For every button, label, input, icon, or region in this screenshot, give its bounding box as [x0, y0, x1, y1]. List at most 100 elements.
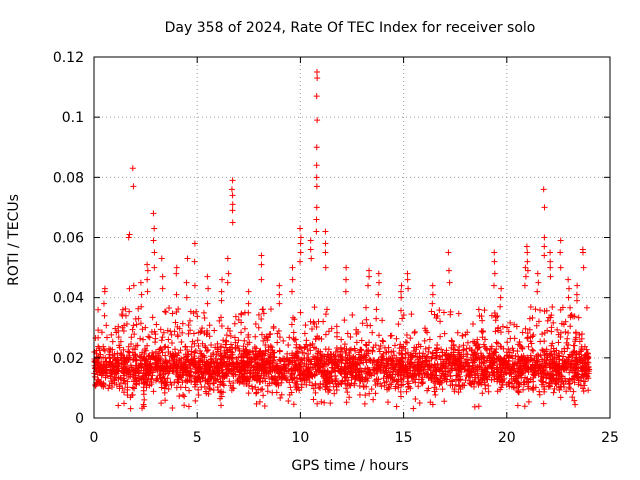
data-point [564, 345, 571, 352]
data-point [523, 243, 530, 250]
data-point [258, 276, 265, 283]
data-point [577, 348, 584, 355]
x-tick-label: 20 [498, 430, 516, 446]
data-point [363, 370, 370, 377]
data-point [547, 258, 554, 265]
data-point [196, 347, 203, 354]
data-point [323, 355, 330, 362]
data-point [395, 321, 402, 328]
data-point [307, 371, 314, 378]
data-point [178, 363, 185, 370]
data-point [424, 329, 431, 336]
data-point [149, 349, 156, 356]
data-point [377, 342, 384, 349]
data-point [518, 344, 525, 351]
data-point [165, 370, 172, 377]
data-point [529, 385, 536, 392]
data-point [530, 332, 537, 339]
data-point [269, 389, 276, 396]
data-point [497, 294, 504, 301]
data-point [558, 377, 565, 384]
data-point [434, 360, 441, 367]
data-point [306, 379, 313, 386]
data-point [575, 365, 582, 372]
data-point [583, 365, 590, 372]
data-point [493, 366, 500, 373]
data-point [343, 385, 350, 392]
data-point [122, 360, 129, 367]
data-point [402, 338, 409, 345]
data-point [396, 345, 403, 352]
data-point [393, 378, 400, 385]
data-point [322, 249, 329, 256]
data-point [351, 382, 358, 389]
data-point [411, 367, 418, 374]
data-point [191, 258, 198, 265]
data-point [331, 359, 338, 366]
data-point [154, 375, 161, 382]
data-point [368, 386, 375, 393]
data-point [402, 354, 409, 361]
data-point [173, 291, 180, 298]
data-point [456, 382, 463, 389]
data-point [322, 311, 329, 318]
data-point [293, 341, 300, 348]
data-point [514, 402, 521, 409]
data-point [205, 285, 212, 292]
data-point [220, 337, 227, 344]
data-point [502, 369, 509, 376]
data-point [260, 350, 267, 357]
data-point [130, 282, 137, 289]
data-point [449, 338, 456, 345]
data-point [321, 399, 328, 406]
data-point [298, 356, 305, 363]
data-point [522, 374, 529, 381]
data-point [570, 342, 577, 349]
data-point [466, 368, 473, 375]
data-point [567, 304, 574, 311]
data-point [131, 385, 138, 392]
data-point [262, 362, 269, 369]
data-point [374, 380, 381, 387]
data-point [383, 378, 390, 385]
data-point [522, 273, 529, 280]
data-point [505, 328, 512, 335]
data-point [229, 192, 236, 199]
data-point [190, 310, 197, 317]
data-point [312, 335, 319, 342]
data-point [173, 308, 180, 315]
data-point [194, 313, 201, 320]
data-point [369, 329, 376, 336]
data-point [393, 403, 400, 410]
data-point [291, 336, 298, 343]
data-point [322, 331, 329, 338]
data-point [301, 330, 308, 337]
data-point [429, 291, 436, 298]
data-point [437, 318, 444, 325]
data-point [153, 321, 160, 328]
data-point [502, 361, 509, 368]
x-axis-label: GPS time / hours [291, 458, 408, 474]
data-point [246, 370, 253, 377]
data-point [186, 317, 193, 324]
data-point [151, 328, 158, 335]
data-point [238, 329, 245, 336]
data-point [231, 320, 238, 327]
data-point [184, 347, 191, 354]
data-point [107, 358, 114, 365]
data-point [491, 310, 498, 317]
data-point [237, 367, 244, 374]
data-point [361, 400, 368, 407]
data-point [350, 361, 357, 368]
data-point [489, 369, 496, 376]
data-point [499, 381, 506, 388]
data-point [225, 361, 232, 368]
data-point [313, 228, 320, 235]
data-point [314, 117, 321, 124]
data-point [310, 396, 317, 403]
data-point [429, 300, 436, 307]
data-point [413, 353, 420, 360]
data-point [376, 346, 383, 353]
data-point [577, 357, 584, 364]
data-point [521, 403, 528, 410]
